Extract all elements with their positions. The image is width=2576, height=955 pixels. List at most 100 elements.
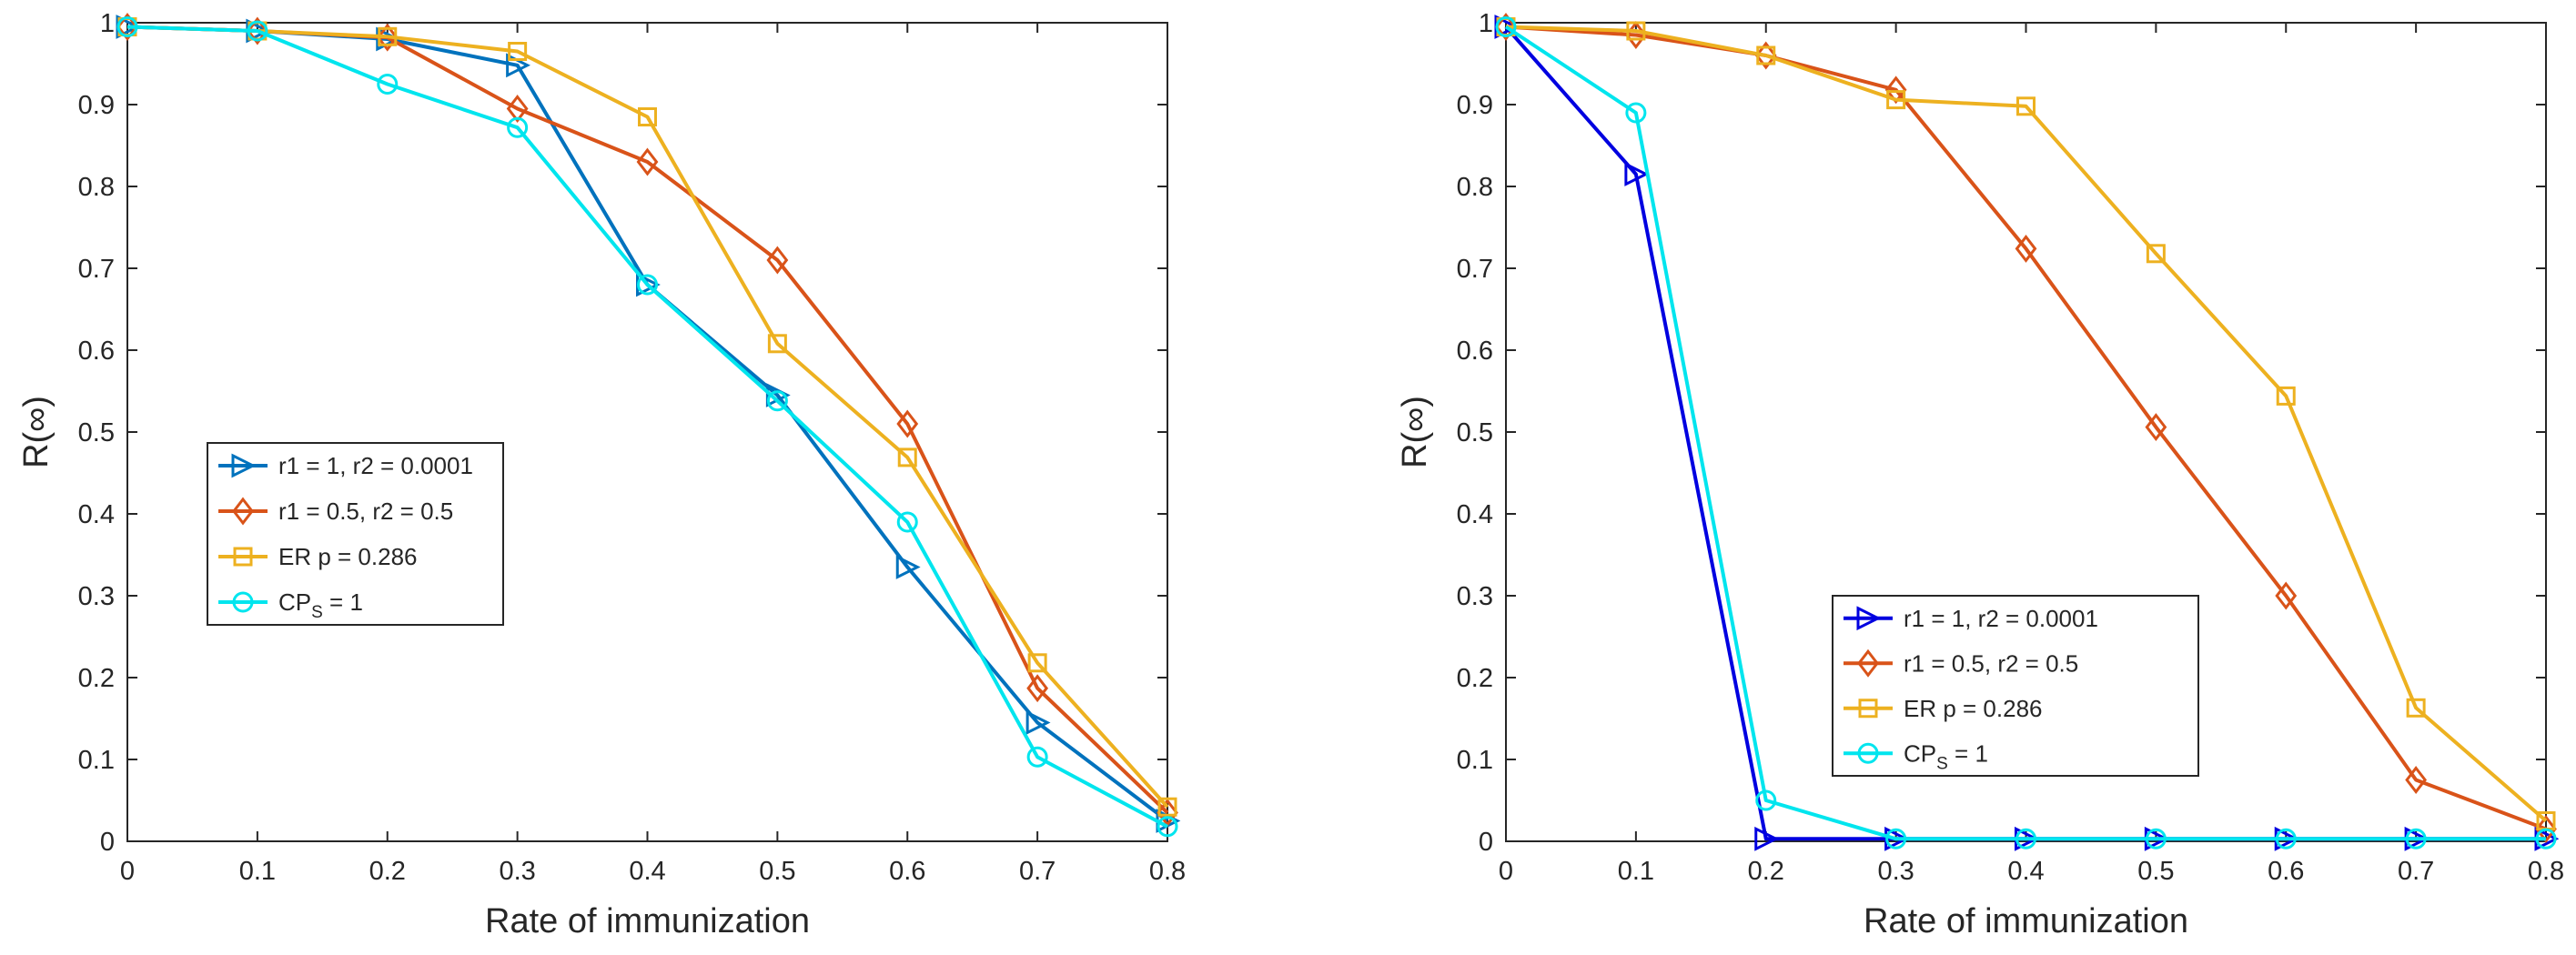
x-tick-label: 0.6 (889, 857, 925, 886)
x-axis-label: Rate of immunization (1864, 902, 2188, 940)
legend-marker (1857, 648, 1879, 678)
y-axis-label: R(∞) (1396, 396, 1434, 468)
legend-marker (233, 547, 253, 567)
y-tick-label: 0.6 (1457, 337, 1493, 366)
data-point (896, 511, 918, 533)
data-point (1157, 799, 1178, 827)
series-4 (116, 16, 1178, 838)
y-tick-label: 0.4 (78, 500, 115, 529)
data-point (767, 334, 787, 354)
data-point (766, 246, 789, 275)
y-tick-label: 0.8 (78, 173, 115, 202)
data-point (1755, 789, 1777, 811)
data-point (506, 95, 529, 123)
data-point (766, 390, 788, 412)
x-tick-label: 0.5 (2137, 857, 2174, 886)
data-point (638, 107, 657, 126)
x-tick-label: 0.4 (2007, 857, 2044, 886)
legend-entry: r1 = 0.5, r2 = 0.5 (218, 497, 453, 526)
data-point (1157, 816, 1178, 838)
data-point (2145, 413, 2167, 442)
data-point (1624, 162, 1650, 186)
data-point (1025, 710, 1051, 735)
y-tick-label: 0.9 (78, 91, 115, 120)
data-point (2016, 96, 2036, 116)
data-point (1027, 653, 1047, 673)
legend-label: CPS = 1 (1904, 739, 1988, 773)
y-tick-label: 0.9 (1457, 91, 1493, 120)
y-tick-label: 0.5 (78, 418, 115, 447)
data-point (2015, 234, 2037, 263)
x-tick-label: 0.1 (239, 857, 276, 886)
legend-entry: r1 = 0.5, r2 = 0.5 (1844, 648, 2078, 678)
legend-label: ER p = 0.286 (1904, 695, 2043, 722)
x-tick-label: 0.1 (1618, 857, 1654, 886)
x-tick-label: 0.3 (1877, 857, 1914, 886)
x-tick-label: 0 (1499, 857, 1513, 886)
data-point (2145, 828, 2167, 849)
data-point (1495, 16, 1517, 37)
data-point (378, 26, 398, 46)
y-tick-label: 0.7 (78, 255, 115, 284)
legend-entry: ER p = 0.286 (218, 543, 418, 570)
data-point (1885, 828, 1907, 849)
y-tick-label: 0.7 (1457, 255, 1493, 284)
x-tick-label: 0.3 (499, 857, 535, 886)
data-point (897, 447, 917, 467)
x-tick-label: 0.4 (629, 857, 665, 886)
data-point (1756, 45, 1776, 65)
data-point (1625, 102, 1647, 124)
plot-area (126, 22, 1168, 842)
x-axis-label: Rate of immunization (485, 902, 810, 940)
data-point (116, 13, 138, 41)
x-tick-label: 0.8 (2528, 857, 2564, 886)
y-tick-label: 0 (1479, 828, 1493, 857)
x-tick-label: 0.2 (369, 857, 406, 886)
series-line (1505, 25, 2548, 823)
data-point (637, 274, 658, 296)
data-point (1884, 75, 1907, 105)
data-point (247, 20, 268, 42)
data-point (116, 16, 138, 37)
data-point (2275, 581, 2298, 610)
legend-box (1832, 595, 2199, 777)
data-point (895, 555, 921, 579)
x-tick-label: 0.8 (1149, 857, 1186, 886)
y-tick-label: 0.6 (78, 337, 115, 366)
data-point (1626, 21, 1646, 41)
data-point (1754, 41, 1777, 70)
y-tick-label: 0.2 (1457, 664, 1493, 693)
data-point (896, 409, 919, 438)
data-point (2405, 828, 2427, 849)
x-tick-label: 0 (120, 857, 135, 886)
chart-panel-1: 0 0.1 0.2 0.3 0.4 0.5 0.6 0.7 0.8 0 0.1 0.2 0.3 0.4 0.… (17, 9, 1186, 940)
y-tick-label: 1 (1479, 9, 1493, 38)
data-point (2535, 815, 2557, 843)
y-tick-label: 0.5 (1457, 418, 1493, 447)
y-tick-label: 0.8 (1457, 173, 1493, 202)
y-tick-label: 0.2 (78, 664, 115, 693)
data-point (1026, 746, 1048, 768)
legend: r1 = 1, r2 = 0.0001 r1 = 0.5, r2 = 0.5 ER … (1832, 595, 2199, 777)
legend-label: r1 = 1, r2 = 0.0001 (1904, 605, 2098, 632)
data-point (1495, 13, 1517, 41)
data-point (2535, 828, 2557, 849)
data-point (508, 42, 528, 61)
data-point (507, 116, 529, 138)
series-line (126, 25, 1168, 829)
x-tick-label: 0.7 (1019, 857, 1056, 886)
x-tick-label: 0.5 (759, 857, 795, 886)
y-tick-label: 0.3 (1457, 582, 1493, 611)
legend-label: r1 = 1, r2 = 0.0001 (278, 452, 473, 479)
data-point (1754, 826, 1780, 851)
y-tick-label: 0 (100, 828, 115, 857)
legend-marker (1857, 742, 1879, 764)
legend-entry: CPS = 1 (218, 588, 363, 622)
data-point (636, 147, 659, 176)
legend-entry: CPS = 1 (1844, 739, 1988, 773)
legend-entry: r1 = 1, r2 = 0.0001 (1844, 605, 2098, 632)
y-tick-label: 0.3 (78, 582, 115, 611)
legend-label: CPS = 1 (278, 588, 363, 622)
x-tick-label: 0.7 (2398, 857, 2434, 886)
